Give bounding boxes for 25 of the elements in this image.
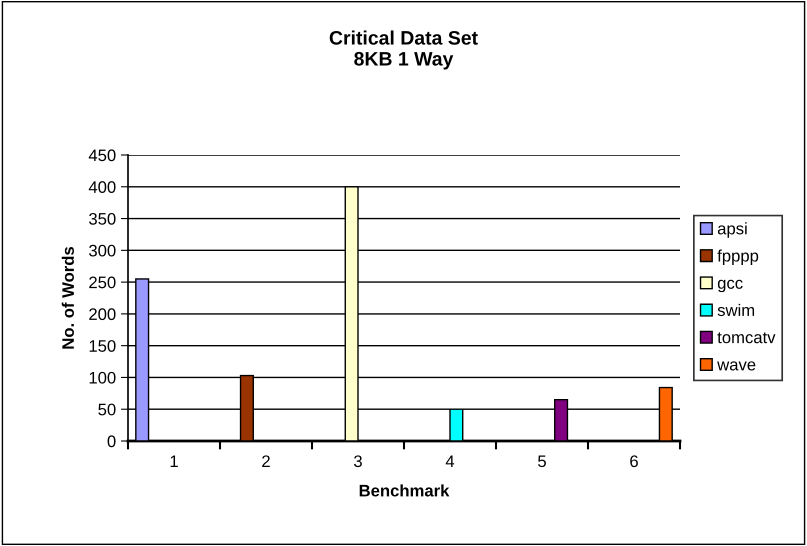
x-tick-label: 5 <box>538 456 546 468</box>
y-tick-label: 0 <box>108 435 116 448</box>
legend-label: wave <box>717 361 756 370</box>
y-tick-label: 400 <box>88 181 116 193</box>
legend-label: swim <box>718 304 754 316</box>
y-tick-label: 150 <box>90 340 116 352</box>
y-tick-label: 200 <box>89 308 116 320</box>
legend-label: tomcatv <box>717 332 776 344</box>
y-tick-label: 100 <box>90 372 116 384</box>
y-tick-label: 450 <box>88 149 116 162</box>
chart-title: Critical Data Set 8KB 1 Way <box>330 30 478 70</box>
y-tick-label: 300 <box>89 244 116 257</box>
legend-label: fpppp <box>717 249 758 265</box>
x-tick-label: 3 <box>354 455 362 468</box>
y-tick-label: 350 <box>89 212 116 225</box>
x-tick-label: 6 <box>630 455 638 468</box>
y-tick-label: 250 <box>89 276 116 288</box>
x-axis-title: Benchmark <box>360 484 450 497</box>
x-tick-label: 2 <box>262 455 270 467</box>
x-tick-label: 4 <box>446 456 454 467</box>
legend-label: gcc <box>718 280 743 292</box>
legend-label: apsi <box>718 222 747 238</box>
y-axis-title: No. of Words <box>62 246 74 349</box>
y-tick-label: 50 <box>98 404 116 416</box>
x-tick-label: 1 <box>170 456 178 467</box>
